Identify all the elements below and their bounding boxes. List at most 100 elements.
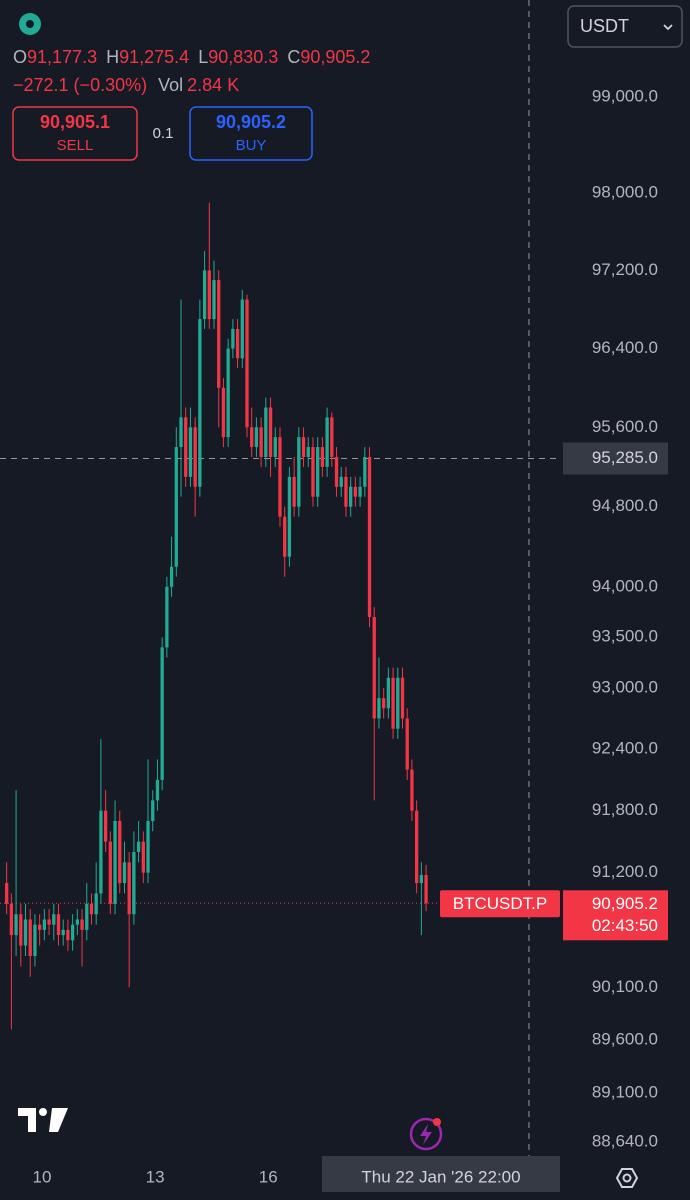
candle-body: [320, 447, 325, 467]
ohlc-row: O91,177.3 H91,275.4 L90,830.3 C90,905.2: [13, 47, 370, 67]
candle-body: [118, 821, 122, 884]
candle-body: [165, 586, 169, 648]
y-tick-label: 91,800.0: [592, 800, 658, 819]
sell-button-frame[interactable]: [12, 106, 138, 161]
buy-label[interactable]: BUY: [236, 137, 267, 154]
candle-body: [179, 417, 183, 448]
logo-part: [18, 1108, 36, 1132]
candle-body: [151, 800, 155, 822]
sell-price[interactable]: 90,905.1: [40, 112, 110, 132]
candle-body: [202, 270, 207, 320]
sell-label[interactable]: SELL: [57, 137, 94, 154]
candle-body: [391, 677, 395, 729]
candle-body: [240, 299, 244, 359]
crosshair-time-box: [322, 1156, 560, 1192]
tv-logo: [18, 1108, 68, 1132]
buy-button[interactable]: 90,905.2 BUY: [189, 106, 313, 161]
logo-part: [39, 1108, 47, 1116]
candle-body: [85, 903, 89, 930]
x-tick-label: 10: [33, 1167, 52, 1186]
candle-body: [184, 417, 188, 477]
lightning-icon[interactable]: [420, 1124, 432, 1145]
candle-body: [94, 893, 98, 915]
ohlc-key: L: [198, 47, 208, 67]
currency-dropdown[interactable]: USDT: [567, 5, 683, 48]
ohlc-value: 91,177.3: [27, 47, 97, 67]
sell-button[interactable]: 90,905.1 SELL: [12, 106, 138, 161]
y-tick-label: 94,000.0: [592, 576, 658, 595]
candle-body: [245, 299, 249, 428]
candle-body: [193, 427, 197, 487]
candle-body: [5, 883, 9, 904]
ohlc-value: 91,275.4: [119, 47, 189, 67]
candle-body: [37, 924, 42, 930]
y-tick-label: 97,200.0: [592, 260, 658, 279]
candle-body: [89, 903, 94, 915]
candle-body: [414, 810, 419, 884]
candle-body: [80, 919, 84, 930]
settings-icon-center[interactable]: [622, 1173, 632, 1183]
volume: 2.84 K: [187, 75, 239, 95]
candle-body: [61, 929, 65, 936]
candle-body: [103, 810, 108, 842]
candle-body: [419, 875, 424, 884]
candle-body: [28, 919, 32, 956]
change-row: −272.1 (−0.30%) Vol 2.84 K: [13, 75, 239, 95]
candle-body: [9, 903, 14, 936]
candle-body: [99, 810, 103, 894]
candle-body: [23, 919, 28, 946]
y-tick-label: 93,500.0: [592, 627, 658, 646]
currency[interactable]: USDT: [580, 16, 629, 36]
lightning-button[interactable]: [409, 1117, 443, 1151]
candle-body: [33, 924, 37, 956]
quantity[interactable]: 0.1: [153, 125, 174, 142]
settings-icon[interactable]: [615, 1168, 639, 1188]
lightning-ring[interactable]: [409, 1117, 443, 1151]
candle-body: [75, 919, 79, 925]
candle-body: [169, 566, 174, 587]
candle-body: [136, 841, 141, 852]
candle-body: [363, 456, 367, 487]
y-tick-label: 91,200.0: [592, 862, 658, 881]
ohlc-key: C: [287, 47, 300, 67]
candle-body: [325, 417, 329, 467]
crosshair-price: 95,285.0: [592, 448, 658, 467]
y-tick-label: 96,400.0: [592, 338, 658, 357]
candle-body: [231, 328, 235, 349]
candle-body: [292, 476, 296, 507]
buy-price[interactable]: 90,905.2: [216, 112, 286, 132]
y-tick-label: 90,100.0: [592, 977, 658, 996]
last-price-label: 90,905.2: [592, 894, 658, 913]
candle-body: [127, 862, 131, 915]
candle-body: [268, 407, 273, 457]
buy-button-frame[interactable]: [189, 106, 313, 161]
ohlc-key: H: [106, 47, 119, 67]
candle-body: [377, 698, 381, 719]
candle-body: [226, 348, 230, 438]
notification-dot[interactable]: [433, 1118, 441, 1126]
dropdown-arrow[interactable]: [663, 24, 673, 31]
currency-frame[interactable]: [567, 5, 683, 48]
candle-body: [198, 319, 202, 487]
x-tick-label: 13: [146, 1167, 165, 1186]
candle-body: [301, 437, 306, 457]
candle-body: [52, 914, 56, 925]
candle-body: [400, 677, 405, 719]
plot: 99,000.0 98,000.0 97,200.0 96,400.0 95,600.0…: [0, 0, 668, 1192]
candle-body: [297, 437, 301, 507]
candle-body: [66, 929, 70, 941]
candle-body: [259, 427, 263, 457]
candle-body: [108, 841, 112, 904]
candle-body: [47, 919, 51, 925]
candle-body: [278, 437, 282, 517]
y-tick-label: 94,800.0: [592, 496, 658, 515]
candle-body: [132, 851, 136, 915]
y-tick-label: 99,000.0: [592, 86, 658, 105]
candle-body: [358, 486, 362, 497]
candle-body: [146, 821, 150, 873]
candle-body: [19, 914, 23, 946]
settings-button[interactable]: [615, 1168, 639, 1188]
candle-body: [382, 698, 386, 709]
volume-key: Vol: [158, 75, 183, 95]
